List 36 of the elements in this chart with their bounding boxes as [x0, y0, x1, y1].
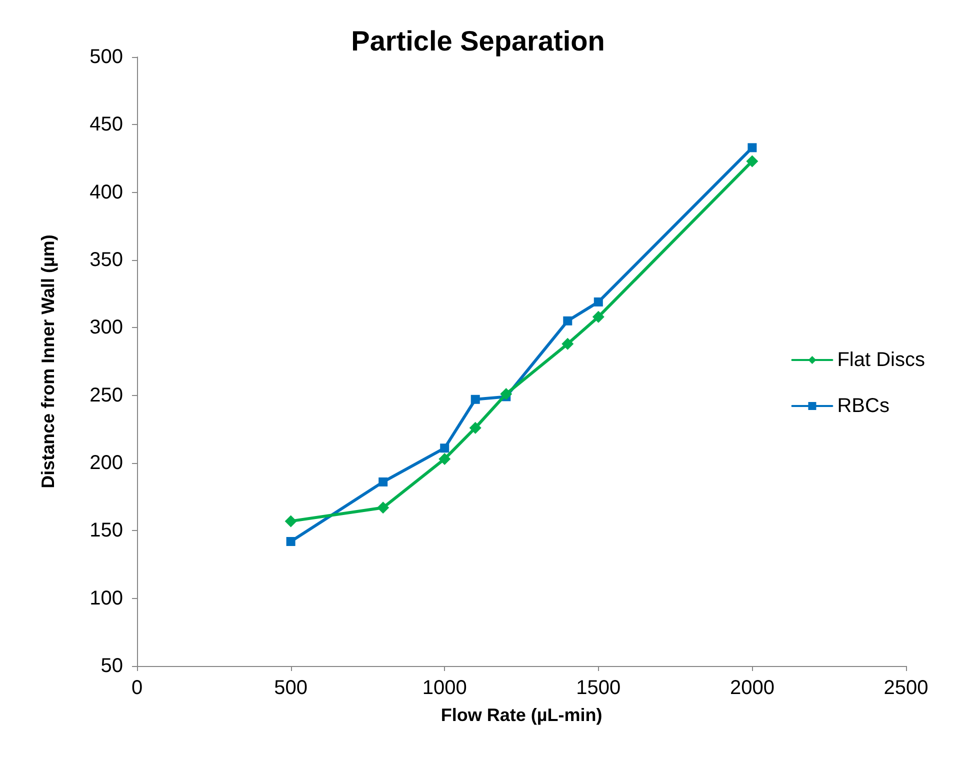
point [563, 316, 572, 326]
x-tick-label: 0 [131, 677, 143, 699]
y-tick-label: 250 [90, 384, 123, 406]
point [562, 338, 574, 350]
x-tick-label: 2500 [884, 677, 928, 699]
y-tick-label: 400 [90, 181, 123, 204]
point [469, 422, 482, 434]
point [592, 310, 604, 323]
point [594, 297, 603, 306]
y-tick-label: 50 [100, 655, 123, 677]
point [378, 477, 388, 486]
point [284, 515, 297, 528]
x-axis-title: Flow Rate (µL-min) [440, 705, 602, 725]
y-tick-label: 450 [90, 114, 123, 136]
legend-label: RBCs [837, 395, 890, 417]
y-tick-label: 100 [90, 587, 123, 610]
point [286, 536, 296, 546]
point [438, 452, 451, 465]
y-tick-label: 200 [90, 452, 123, 474]
point [470, 394, 480, 404]
x-tick-label: 2000 [730, 677, 774, 699]
point [748, 143, 757, 152]
y-tick-label: 350 [90, 249, 123, 271]
legend-label: Flat Discs [837, 349, 926, 371]
chart-title: Particle Separation [351, 26, 605, 56]
point [500, 388, 512, 400]
x-tick-label: 500 [274, 677, 308, 699]
x-tick-label: 1000 [422, 677, 467, 699]
x-tick-label: 1500 [576, 677, 621, 699]
point [746, 155, 758, 168]
y-tick-label: 500 [90, 46, 123, 68]
y-tick-label: 150 [90, 520, 123, 542]
y-tick-label: 300 [90, 316, 123, 339]
point [440, 444, 450, 453]
point [377, 502, 390, 514]
y-axis-title: Distance from Inner Wall (µm) [38, 234, 58, 488]
